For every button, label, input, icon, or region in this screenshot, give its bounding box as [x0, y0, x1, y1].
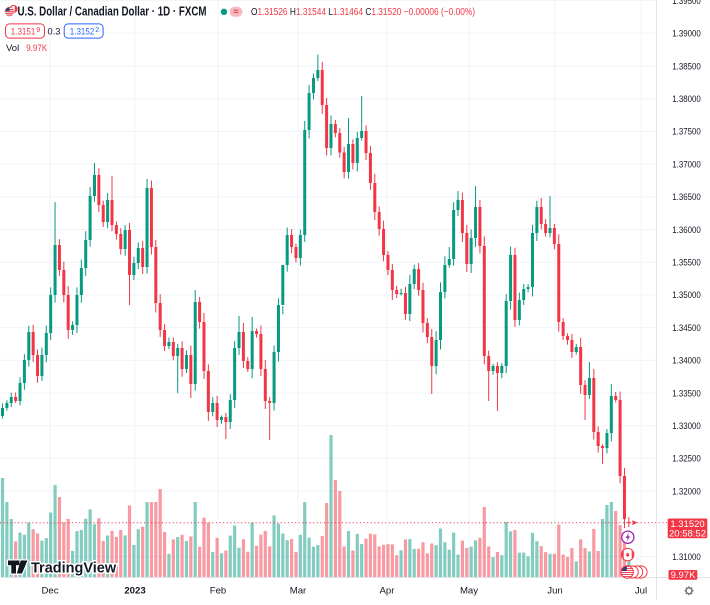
svg-text:1.38500: 1.38500 [672, 60, 701, 71]
svg-text:Dec: Dec [41, 585, 58, 596]
svg-text:≈: ≈ [233, 7, 239, 18]
svg-text:1.32000: 1.32000 [672, 485, 701, 496]
svg-text:O1.31526 H1.31544 L1.31464 C1.: O1.31526 H1.31544 L1.31464 C1.31520 −0.0… [251, 7, 475, 18]
svg-text:Feb: Feb [210, 585, 227, 596]
svg-text:TradingView: TradingView [31, 561, 117, 577]
svg-text:1.3152: 1.3152 [70, 27, 95, 38]
svg-text:1.39000: 1.39000 [672, 28, 701, 39]
svg-text:20:58:52: 20:58:52 [669, 529, 706, 540]
svg-text:1.35000: 1.35000 [672, 289, 701, 300]
svg-text:Jun: Jun [547, 585, 562, 596]
svg-text:U.S. Dollar / Canadian Dollar: U.S. Dollar / Canadian Dollar · 1D · FXC… [18, 5, 207, 19]
svg-text:1.34000: 1.34000 [672, 355, 701, 366]
svg-text:1.31520: 1.31520 [670, 519, 704, 530]
svg-text:9.97K: 9.97K [671, 570, 696, 581]
svg-text:9: 9 [36, 27, 40, 34]
svg-text:Jul: Jul [635, 585, 647, 596]
svg-text:Mar: Mar [290, 585, 307, 596]
svg-text:1.39500: 1.39500 [672, 0, 701, 6]
svg-text:1.33500: 1.33500 [672, 387, 701, 398]
svg-text:1.32500: 1.32500 [672, 453, 701, 464]
svg-text:Apr: Apr [380, 585, 396, 596]
svg-text:1.34500: 1.34500 [672, 322, 701, 333]
svg-text:1.36000: 1.36000 [672, 224, 701, 235]
svg-text:Vol: Vol [6, 43, 19, 54]
svg-text:1.31000: 1.31000 [672, 551, 701, 562]
svg-text:0.3: 0.3 [48, 27, 61, 37]
svg-text:1.3151: 1.3151 [11, 27, 36, 38]
svg-text:2: 2 [95, 27, 99, 34]
svg-text:9.97K: 9.97K [26, 43, 48, 54]
svg-text:1.37000: 1.37000 [672, 158, 701, 169]
svg-text:1.35500: 1.35500 [672, 257, 701, 268]
svg-text:1.37500: 1.37500 [672, 126, 701, 137]
svg-text:2023: 2023 [124, 585, 145, 596]
svg-text:1.33000: 1.33000 [672, 420, 701, 431]
svg-text:1.36500: 1.36500 [672, 191, 701, 202]
svg-text:1.38000: 1.38000 [672, 93, 701, 104]
svg-text:May: May [460, 585, 478, 596]
